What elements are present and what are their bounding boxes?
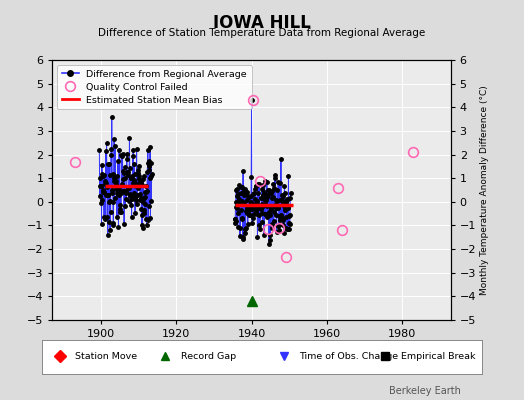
Text: Empirical Break: Empirical Break <box>401 352 475 361</box>
Y-axis label: Monthly Temperature Anomaly Difference (°C): Monthly Temperature Anomaly Difference (… <box>481 85 489 295</box>
Text: Difference of Station Temperature Data from Regional Average: Difference of Station Temperature Data f… <box>99 28 425 38</box>
Legend: Difference from Regional Average, Quality Control Failed, Estimated Station Mean: Difference from Regional Average, Qualit… <box>57 65 252 109</box>
Text: Time of Obs. Change: Time of Obs. Change <box>299 352 399 361</box>
Text: Record Gap: Record Gap <box>181 352 236 361</box>
Text: IOWA HILL: IOWA HILL <box>213 14 311 32</box>
Text: Berkeley Earth: Berkeley Earth <box>389 386 461 396</box>
Text: Station Move: Station Move <box>75 352 137 361</box>
